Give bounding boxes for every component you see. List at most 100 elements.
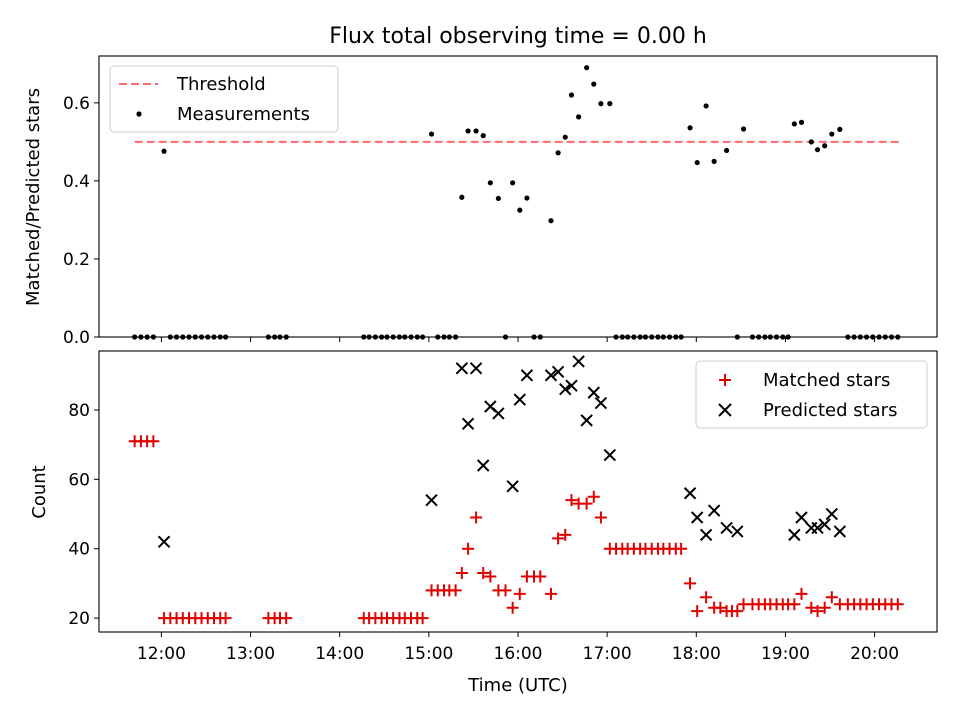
predicted-star-point (707, 504, 721, 517)
matched-star-point (594, 511, 607, 524)
measurement-point (495, 195, 501, 202)
top-x-ticks (160, 337, 876, 342)
matched-star-point (147, 435, 160, 448)
measurement-point (808, 139, 814, 145)
legend-measurements-label: Measurements (177, 104, 310, 125)
matched-star-point (449, 584, 462, 597)
legend-matched-label: Matched stars (763, 370, 890, 391)
bottom-plot-marks (128, 355, 904, 625)
predicted-star-point (506, 480, 519, 493)
matched-star-point (684, 577, 697, 590)
matched-star-point (416, 612, 429, 625)
top-y-tick-label: 0.0 (63, 328, 90, 348)
bottom-x-tick-label: 15:00 (404, 644, 453, 664)
top-panel: 0.0 0.2 0.4 0.6 Matched/Predicted stars Thr… (23, 55, 938, 348)
measurement-point (694, 159, 700, 166)
matched-star-point (513, 587, 526, 600)
matched-star-point (788, 598, 801, 611)
measurement-point (459, 194, 465, 200)
matched-star-point (731, 605, 744, 618)
predicted-star-point (559, 382, 572, 396)
matched-star-point (280, 612, 293, 625)
matched-star-point (691, 605, 704, 618)
matched-star-point (795, 587, 808, 600)
matched-star-point (534, 570, 547, 583)
legend-threshold-label: Threshold (176, 74, 266, 95)
predicted-star-point (572, 355, 585, 368)
measurement-point (568, 92, 575, 98)
matched-star-point (499, 584, 512, 597)
measurement-point (814, 147, 821, 153)
matched-star-point (477, 567, 490, 580)
measurement-point (555, 150, 561, 156)
measurement-point (703, 103, 709, 109)
bottom-y-tick-label: 40 (68, 540, 90, 560)
predicted-star-point (587, 386, 600, 399)
measurement-point (576, 114, 582, 120)
measurement-point (517, 207, 523, 213)
matched-star-point (506, 601, 519, 614)
predicted-star-point (811, 521, 824, 535)
measurement-point (687, 125, 693, 131)
matched-star-point (559, 528, 572, 541)
matched-star-point (580, 497, 593, 510)
predicted-star-point (455, 362, 469, 375)
predicted-star-point (513, 393, 526, 406)
bottom-x-tick-label: 18:00 (672, 644, 721, 664)
bottom-x-tick-label: 13:00 (226, 644, 275, 664)
matched-star-point (484, 570, 497, 583)
matched-star-point (818, 601, 831, 614)
predicted-star-point (720, 521, 733, 535)
matched-star-point (805, 601, 818, 614)
measurement-point (473, 128, 479, 134)
predicted-star-point (544, 369, 558, 382)
predicted-star-point (683, 487, 697, 500)
bottom-x-tick-label: 14:00 (315, 644, 364, 664)
top-y-tick-label: 0.4 (63, 172, 90, 192)
measurement-point (791, 121, 797, 127)
predicted-star-point (731, 525, 744, 538)
matched-star-point (587, 490, 600, 503)
predicted-star-point (425, 493, 438, 507)
top-y-axis-label: Matched/Predicted stars (23, 88, 44, 306)
predicted-star-point (477, 459, 490, 472)
predicted-star-point (795, 511, 808, 524)
measurement-point (798, 119, 805, 125)
predicted-star-point (551, 365, 565, 379)
matched-star-point (825, 591, 838, 604)
matched-star-point (544, 587, 557, 600)
predicted-star-point (833, 525, 847, 538)
measurement-point (584, 65, 590, 71)
predicted-star-point (469, 362, 483, 375)
bottom-x-tick-label: 20:00 (850, 644, 899, 664)
bottom-x-tick-label: 12:00 (137, 644, 186, 664)
bottom-x-tick-label: 19:00 (761, 644, 810, 664)
predicted-star-point (825, 507, 839, 521)
chart-title: Flux total observing time = 0.00 h (329, 24, 707, 49)
predicted-star-point (157, 535, 171, 549)
measurement-point (822, 143, 828, 149)
predicted-star-point (461, 417, 475, 431)
matched-star-point (552, 532, 565, 545)
bottom-x-tick-label: 16:00 (494, 644, 543, 664)
matched-star-point (891, 598, 904, 611)
legend-predicted-swatch (718, 403, 732, 417)
bottom-y-ticks: 20 40 60 80 (68, 401, 99, 629)
measurement-point (724, 147, 730, 154)
bottom-y-axis-label: Count (29, 465, 50, 518)
predicted-star-point (594, 396, 608, 410)
predicted-star-point (492, 407, 505, 420)
measurement-point (837, 126, 843, 132)
predicted-star-point (690, 511, 704, 524)
top-y-ticks: 0.0 0.2 0.4 0.6 (63, 94, 99, 348)
bottom-legend: Matched stars Predicted stars (695, 360, 928, 429)
predicted-star-point (565, 379, 578, 392)
matched-star-point (470, 511, 483, 524)
matched-star-point (675, 542, 688, 555)
matched-star-point (455, 567, 468, 580)
bottom-y-tick-label: 20 (68, 609, 90, 629)
matched-star-point (565, 494, 578, 507)
matched-star-point (700, 591, 713, 604)
